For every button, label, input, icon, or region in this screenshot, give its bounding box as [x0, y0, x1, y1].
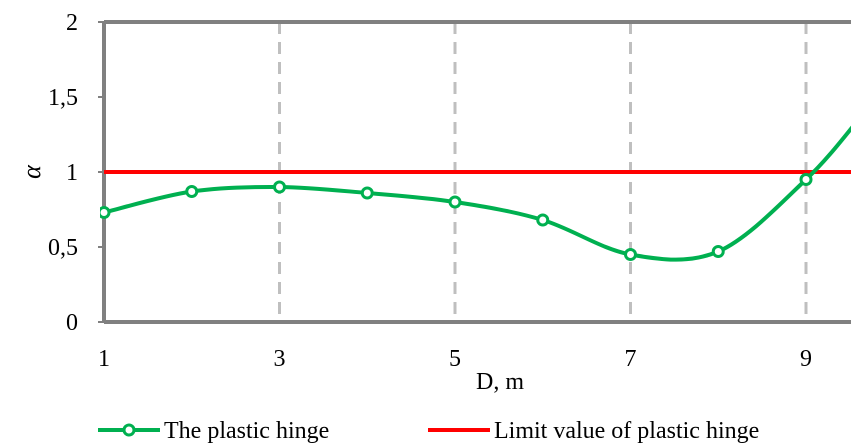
x-tick-label: 7	[625, 346, 637, 372]
x-tick-label: 1	[98, 346, 110, 372]
y-tick-label: 1	[66, 160, 78, 186]
data-point-plastic-hinge	[624, 248, 637, 261]
y-tick-label: 0,5	[48, 235, 78, 261]
data-point-plastic-hinge	[360, 186, 374, 200]
data-point-plastic-hinge	[536, 213, 550, 227]
series-line-plastic-hinge	[103, 125, 851, 262]
data-point-plastic-hinge	[448, 195, 462, 209]
data-point-plastic-hinge	[185, 185, 199, 198]
legend-marker-plastic-hinge	[122, 423, 136, 437]
data-point-plastic-hinge	[711, 245, 725, 258]
y-tick-label: 1,5	[48, 85, 78, 111]
legend: The plastic hinge Limit value of plastic…	[98, 418, 759, 444]
data-point-plastic-hinge	[799, 173, 813, 186]
data-point-plastic-hinge	[273, 180, 286, 194]
x-tick-label: 3	[274, 346, 286, 372]
legend-label-plastic-hinge: The plastic hinge	[164, 418, 329, 444]
y-tick-label: 0	[66, 310, 78, 336]
y-tick-labels: 0 0,5 1 1,5 2	[48, 10, 78, 336]
y-axis-label: α	[17, 164, 46, 179]
x-tick-label: 5	[449, 346, 461, 372]
y-tick-label: 2	[66, 10, 78, 36]
data-point-plastic-hinge	[100, 206, 111, 219]
x-tick-label: 9	[800, 346, 812, 372]
x-axis-label: D, m	[476, 369, 524, 395]
legend-label-limit-value: Limit value of plastic hinge	[494, 418, 759, 444]
series-layer	[100, 125, 851, 262]
x-tick-labels: 1 3 5 7 9	[98, 346, 812, 372]
